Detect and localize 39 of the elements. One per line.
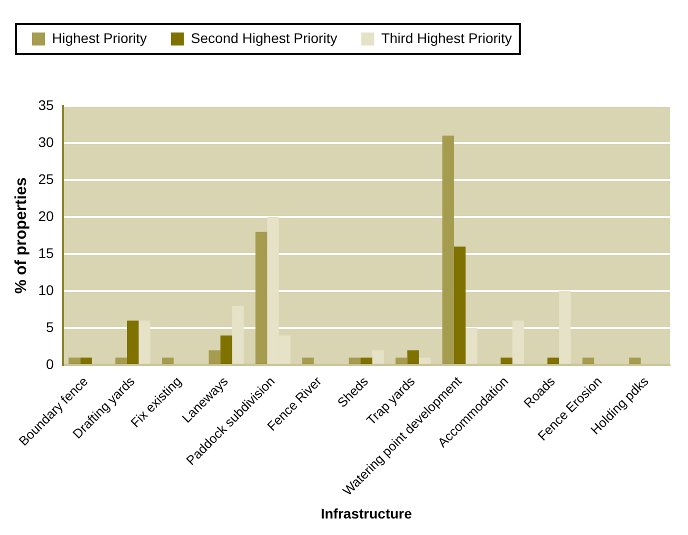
- y-tick-label: 30: [38, 134, 54, 150]
- bar: [80, 358, 92, 364]
- y-tick-label: 25: [38, 170, 54, 187]
- bar: [138, 320, 150, 364]
- bar: [418, 358, 431, 364]
- bar: [68, 358, 80, 364]
- bar: [466, 328, 478, 364]
- y-tick-label: 5: [46, 318, 54, 335]
- y-tick-label: 15: [38, 244, 54, 261]
- y-tick-label: 0: [46, 356, 54, 372]
- bar: [162, 358, 174, 364]
- bar: [115, 358, 127, 364]
- bar: [348, 358, 361, 364]
- bar: [232, 306, 244, 364]
- bar: [360, 358, 372, 364]
- bar: [372, 350, 384, 364]
- bar: [127, 320, 139, 364]
- bar: [220, 335, 232, 364]
- bar: [255, 232, 268, 364]
- bar: [582, 358, 594, 364]
- legend-label: Second Highest Priority: [190, 30, 338, 46]
- bar: [454, 246, 466, 364]
- bar: [512, 320, 524, 364]
- bar: [500, 358, 512, 364]
- bar: [302, 358, 314, 364]
- y-tick-label: 35: [38, 96, 54, 113]
- bar: [629, 358, 641, 364]
- bar: [559, 291, 571, 364]
- bar: [407, 350, 419, 364]
- y-axis-title: % of properties: [13, 177, 30, 294]
- bar: [396, 358, 408, 364]
- y-tick-label: 20: [38, 208, 54, 224]
- legend-label: Third Highest Priority: [381, 30, 512, 46]
- bar: [442, 136, 454, 364]
- legend-label: Highest Priority: [52, 30, 147, 46]
- y-tick-label: 10: [38, 282, 54, 298]
- x-axis-title: Infrastructure: [320, 505, 412, 522]
- bar: [547, 358, 560, 364]
- bar: [208, 350, 220, 364]
